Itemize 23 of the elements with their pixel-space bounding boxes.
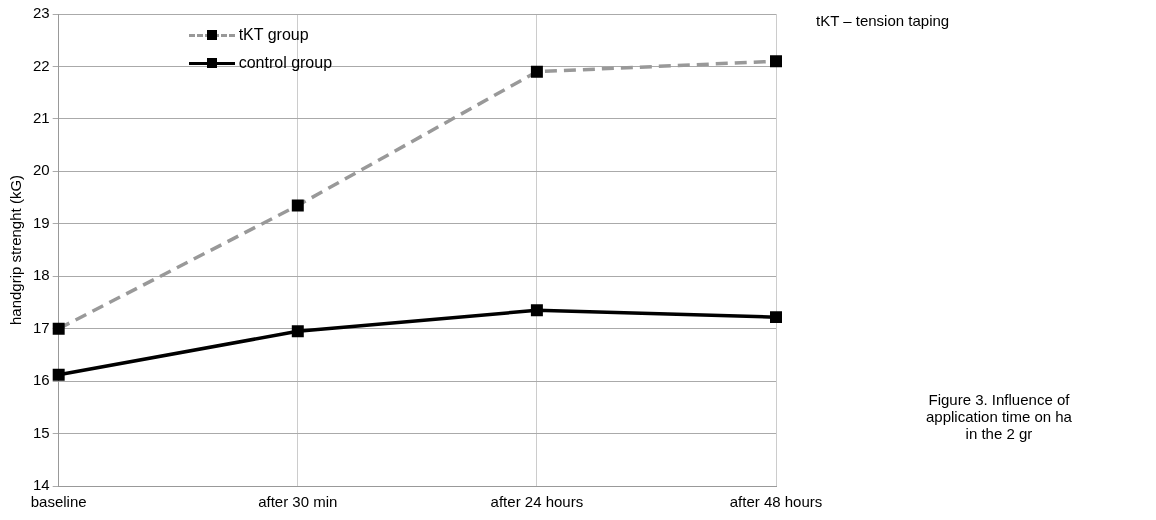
- point: [52, 368, 65, 381]
- point: [291, 325, 304, 338]
- y-tick-label: 21: [33, 109, 50, 127]
- y-tick-label: 15: [33, 423, 50, 441]
- legend-label: control group: [238, 54, 333, 72]
- y-tick-label: 22: [33, 56, 50, 74]
- x-tick-label: baseline: [30, 493, 87, 511]
- y-tick-label: 19: [33, 213, 50, 231]
- text: tKT – tension taping: [816, 12, 950, 29]
- y-axis-title: handgrip strenght (kG): [7, 174, 25, 326]
- x-tick-label: after 24 hours: [490, 493, 584, 511]
- caption: Figure 3. Influence of application time on ha in the 2 gr: [926, 391, 1072, 442]
- x-tick-label: after 48 hours: [729, 493, 823, 511]
- y-tick-label: 23: [33, 4, 50, 22]
- y-tick-label: 16: [33, 371, 50, 389]
- y-tick-label: 20: [33, 161, 50, 179]
- point: [530, 304, 543, 317]
- x-tick-label: after 30 min: [258, 493, 338, 511]
- point: [770, 311, 782, 324]
- legend-label: tKT group: [238, 26, 309, 44]
- y-tick-label: 17: [33, 318, 50, 336]
- y-tick-label: 18: [33, 266, 50, 284]
- y-tick-label: 14: [33, 476, 50, 494]
